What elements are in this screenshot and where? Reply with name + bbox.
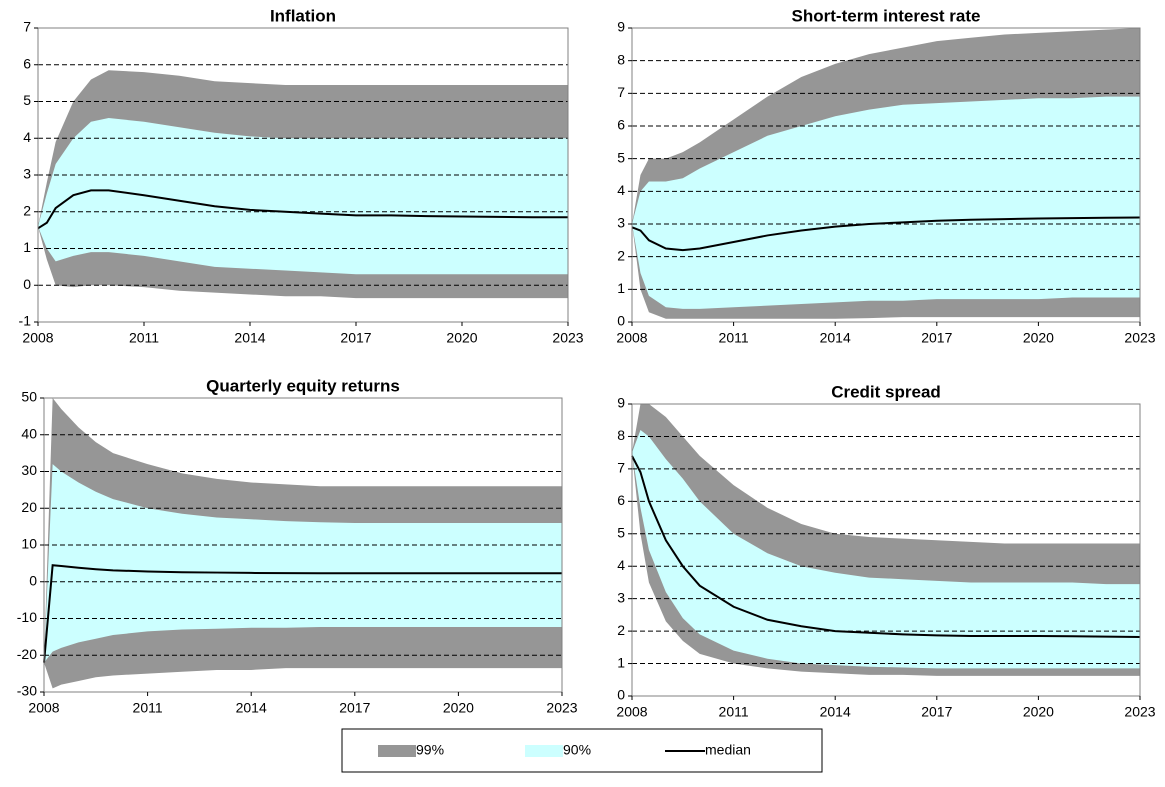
- y-tick-label: 0: [23, 276, 31, 292]
- median-line: [37, 189, 568, 230]
- y-tick-label: 4: [23, 129, 31, 145]
- y-tick-label: 2: [617, 622, 625, 638]
- y-tick-label: 40: [21, 425, 37, 441]
- y-tick-label: 0: [617, 313, 625, 329]
- y-tick-label: 6: [617, 492, 625, 508]
- band-area: [44, 464, 562, 663]
- y-tick-label: 1: [23, 239, 31, 255]
- x-tick-label: 2020: [1023, 330, 1054, 346]
- x-tick-label: 2017: [921, 330, 952, 346]
- x-tick-label: 2014: [820, 330, 851, 346]
- legend-label: median: [705, 742, 751, 758]
- y-tick-label: 5: [617, 149, 625, 165]
- y-tick-label: 2: [23, 202, 31, 218]
- y-tick-label: 3: [617, 215, 625, 231]
- y-tick-label: 50: [21, 389, 37, 405]
- y-tick-label: 2: [617, 247, 625, 263]
- y-tick-label: 20: [21, 499, 37, 515]
- y-tick-label: 3: [617, 589, 625, 605]
- x-tick-label: 2020: [1023, 704, 1054, 720]
- y-tick-label: -30: [17, 683, 37, 699]
- x-tick-label: 2017: [921, 704, 952, 720]
- y-tick-label: 7: [23, 19, 31, 35]
- x-tick-label: 2023: [546, 700, 577, 716]
- y-tick-label: 0: [617, 687, 625, 703]
- band-area: [632, 96, 1140, 309]
- y-tick-label: -10: [17, 609, 37, 625]
- y-tick-label: 1: [617, 280, 625, 296]
- x-tick-label: 2008: [28, 700, 59, 716]
- chart-title: Credit spread: [831, 382, 941, 401]
- legend-swatch: [525, 745, 563, 757]
- band-area: [632, 429, 1140, 669]
- y-tick-label: 4: [617, 182, 625, 198]
- y-tick-label: 5: [617, 524, 625, 540]
- x-tick-label: 2020: [446, 330, 477, 346]
- x-tick-label: 2014: [236, 700, 267, 716]
- legend-box: [341, 728, 823, 773]
- band-area: [38, 118, 568, 275]
- chart-title: Quarterly equity returns: [206, 376, 400, 395]
- chart-title: Inflation: [270, 6, 336, 25]
- x-tick-label: 2011: [719, 704, 749, 720]
- x-tick-label: 2014: [234, 330, 265, 346]
- legend-swatch: [378, 745, 416, 757]
- y-tick-label: 7: [617, 460, 625, 476]
- x-tick-label: 2014: [820, 704, 851, 720]
- y-tick-label: 10: [21, 536, 37, 552]
- plot-border: [631, 403, 1141, 697]
- x-tick-label: 2011: [133, 700, 163, 716]
- y-tick-label: 5: [23, 92, 31, 108]
- x-tick-label: 2008: [22, 330, 53, 346]
- x-tick-label: 2017: [340, 330, 371, 346]
- median-line: [43, 564, 562, 663]
- y-tick-label: 0: [29, 572, 37, 588]
- x-tick-label: 2020: [443, 700, 474, 716]
- x-tick-label: 2008: [616, 330, 647, 346]
- y-tick-label: 1: [617, 654, 625, 670]
- x-tick-label: 2011: [129, 330, 159, 346]
- legend-label: 99%: [416, 742, 444, 758]
- median-line: [631, 455, 1141, 638]
- x-tick-label: 2023: [1124, 704, 1155, 720]
- plot-border: [631, 27, 1141, 323]
- y-tick-label: 6: [617, 117, 625, 133]
- x-tick-label: 2023: [552, 330, 583, 346]
- y-tick-label: 9: [617, 19, 625, 35]
- y-tick-label: 8: [617, 427, 625, 443]
- x-tick-label: 2008: [616, 704, 647, 720]
- y-tick-label: 3: [23, 166, 31, 182]
- y-tick-label: 7: [617, 84, 625, 100]
- y-tick-label: -1: [19, 313, 32, 329]
- y-tick-label: 4: [617, 557, 625, 573]
- median-line: [631, 216, 1141, 252]
- legend-label: 90%: [563, 742, 591, 758]
- y-tick-label: 8: [617, 51, 625, 67]
- y-tick-label: 6: [23, 55, 31, 71]
- chart-title: Short-term interest rate: [792, 6, 981, 25]
- y-tick-label: -20: [17, 646, 37, 662]
- x-tick-label: 2023: [1124, 330, 1155, 346]
- x-tick-label: 2017: [339, 700, 370, 716]
- y-tick-label: 30: [21, 462, 37, 478]
- y-tick-label: 9: [617, 395, 625, 411]
- x-tick-label: 2011: [719, 330, 749, 346]
